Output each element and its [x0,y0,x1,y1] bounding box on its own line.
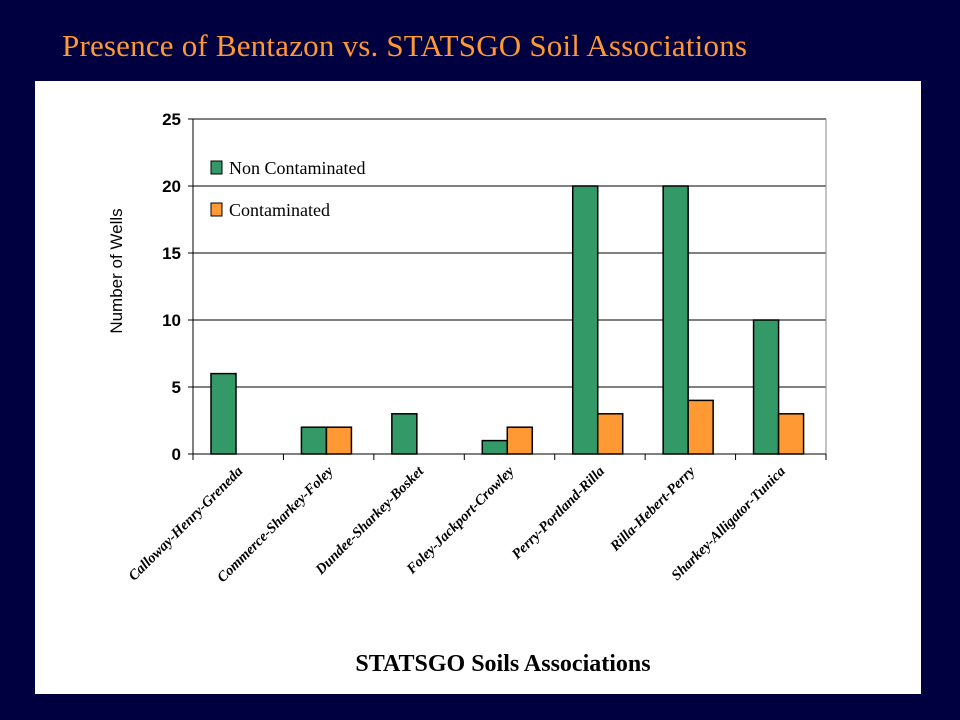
y-tick-label: 0 [172,445,181,464]
x-tick-label: Rilla-Hebert-Perry [607,463,699,555]
bar-non-contaminated [752,319,780,455]
grid-lines [193,118,826,388]
bar-contaminated [596,413,624,455]
y-tick-labels: 0 5 10 15 20 25 [162,110,181,464]
bar-non-contaminated [571,185,599,455]
bar-non-contaminated [210,372,237,455]
bar-non-contaminated [662,185,689,455]
bar-non-contaminated [481,439,509,455]
legend-swatch [210,202,223,217]
bar-contaminated [777,413,805,455]
bar-chart: 0 5 10 15 20 25 Calloway-Henry-GrenedaCommerc… [107,110,827,677]
y-tick-label: 15 [162,244,181,263]
legend: Non Contaminated Contaminated [210,158,365,220]
x-axis-label: STATSGO Soils Associations [355,651,650,677]
x-tick-label: Perry-Portland-Rilla [509,464,608,563]
y-tick-label: 5 [172,378,181,397]
y-tick-label: 10 [162,311,181,330]
bar-non-contaminated [391,413,418,455]
legend-label: Contaminated [229,200,330,220]
axes [188,118,827,460]
y-axis-label: Number of Wells [107,208,126,333]
bar-contaminated [325,426,353,455]
bar-contaminated [506,426,534,455]
slide-title: Presence of Bentazon vs. STATSGO Soil As… [62,28,748,63]
legend-label: Non Contaminated [229,158,365,178]
bar-contaminated [687,399,714,455]
x-tick-labels: Calloway-Henry-GrenedaCommerce-Sharkey-F… [126,463,789,586]
y-tick-label: 20 [162,177,181,196]
bars [210,185,805,455]
bar-non-contaminated [300,426,328,455]
legend-swatch [210,160,223,175]
y-tick-label: 25 [162,110,181,129]
chart-panel: 0 5 10 15 20 25 Calloway-Henry-Greneda Commerc… [35,81,921,694]
